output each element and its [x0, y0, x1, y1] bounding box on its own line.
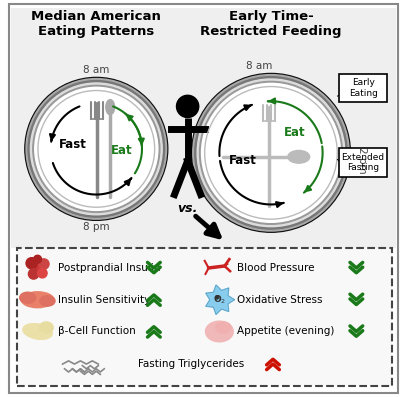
Ellipse shape	[23, 324, 52, 339]
Text: Fasting Triglycerides: Fasting Triglycerides	[138, 359, 245, 369]
Text: Insulin Sensitivity: Insulin Sensitivity	[58, 295, 150, 305]
Text: 8 am: 8 am	[83, 66, 109, 75]
Ellipse shape	[206, 321, 233, 342]
Circle shape	[195, 77, 347, 229]
Ellipse shape	[39, 322, 53, 333]
Ellipse shape	[216, 322, 231, 333]
FancyBboxPatch shape	[339, 148, 387, 177]
Ellipse shape	[21, 292, 54, 308]
Text: 2 pm: 2 pm	[357, 147, 367, 174]
Text: Fast: Fast	[59, 139, 86, 151]
Text: Fast: Fast	[229, 154, 257, 167]
Circle shape	[193, 75, 349, 231]
Ellipse shape	[288, 150, 310, 163]
Ellipse shape	[40, 296, 55, 306]
Circle shape	[25, 77, 168, 220]
Circle shape	[28, 81, 164, 217]
Circle shape	[26, 258, 37, 269]
Circle shape	[35, 87, 158, 210]
FancyBboxPatch shape	[339, 74, 387, 102]
Text: Eat: Eat	[111, 145, 133, 157]
Circle shape	[26, 79, 166, 219]
Ellipse shape	[20, 292, 35, 303]
Ellipse shape	[106, 100, 115, 115]
Circle shape	[31, 83, 162, 215]
Text: Early
Eating: Early Eating	[349, 79, 378, 98]
Circle shape	[33, 85, 160, 212]
Text: Blood Pressure: Blood Pressure	[237, 263, 315, 273]
FancyBboxPatch shape	[11, 8, 396, 248]
Circle shape	[34, 255, 42, 263]
Text: 8 pm: 8 pm	[83, 222, 109, 232]
Circle shape	[39, 259, 49, 269]
Text: Oxidative Stress: Oxidative Stress	[237, 295, 323, 305]
Circle shape	[31, 261, 45, 275]
Circle shape	[192, 73, 350, 232]
Text: 8 am: 8 am	[246, 62, 272, 71]
Polygon shape	[206, 285, 234, 314]
Text: Postprandial Insulin: Postprandial Insulin	[58, 263, 160, 273]
Circle shape	[37, 268, 47, 278]
Text: vs.: vs.	[177, 202, 198, 216]
Text: β-Cell Function: β-Cell Function	[58, 326, 136, 337]
Circle shape	[199, 81, 342, 224]
Text: Median American
Eating Patterns: Median American Eating Patterns	[31, 10, 161, 38]
Circle shape	[201, 83, 341, 222]
Circle shape	[28, 269, 39, 279]
Circle shape	[177, 95, 199, 118]
Circle shape	[215, 296, 219, 299]
Text: O$_2$: O$_2$	[213, 293, 226, 306]
Text: Eat: Eat	[284, 127, 306, 139]
FancyBboxPatch shape	[9, 4, 398, 393]
Text: Extended
Fasting: Extended Fasting	[341, 153, 385, 172]
Text: Early Time-
Restricted Feeding: Early Time- Restricted Feeding	[200, 10, 342, 38]
FancyBboxPatch shape	[17, 248, 392, 386]
Circle shape	[197, 79, 345, 227]
Text: Appetite (evening): Appetite (evening)	[237, 326, 335, 337]
